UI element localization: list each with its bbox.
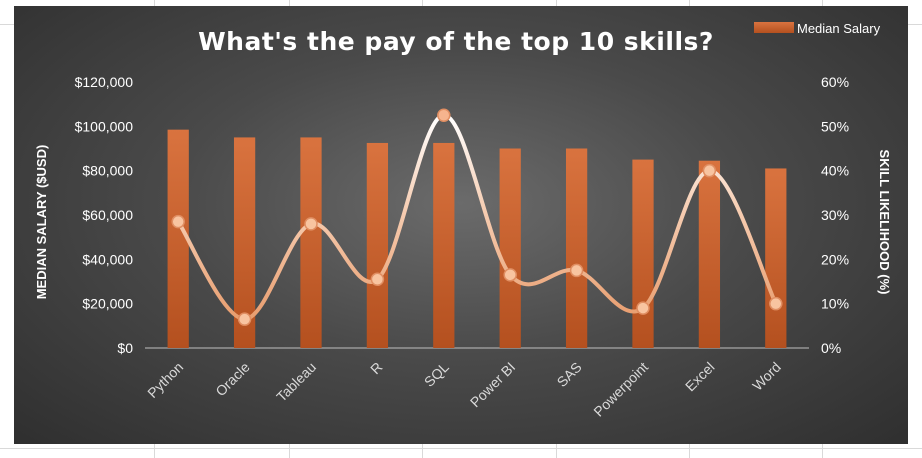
y2-tick-label: 0% xyxy=(821,340,841,356)
bar[interactable] xyxy=(167,129,189,348)
y-tick-label: $120,000 xyxy=(75,74,134,90)
x-category-label: SAS xyxy=(554,359,585,390)
y-tick-label: $0 xyxy=(117,340,133,356)
line-marker[interactable] xyxy=(304,217,318,231)
y-axis-label: MEDIAN SALARY ($USD) xyxy=(34,145,49,300)
y-tick-label: $20,000 xyxy=(82,296,133,312)
line-marker[interactable] xyxy=(503,268,517,282)
legend[interactable]: Median Salary xyxy=(754,21,881,36)
x-category-label: Power BI xyxy=(467,359,518,410)
bar-series xyxy=(167,129,787,349)
x-category-label: Powerpoint xyxy=(590,359,651,420)
bar[interactable] xyxy=(366,142,389,348)
bar[interactable] xyxy=(565,148,588,349)
chart-title: What's the pay of the top 10 skills? xyxy=(198,27,714,56)
x-category-label: Excel xyxy=(682,359,718,395)
x-axis-categories: Python Oracle Tableau R SQL Power BI SAS Powerp… xyxy=(144,359,784,420)
line-marker[interactable] xyxy=(370,272,385,287)
line-marker[interactable] xyxy=(769,296,783,311)
y-axis-ticks: $0 $20,000 $40,000 $60,000 $80,000 $100,000 $1… xyxy=(75,74,134,356)
bar[interactable] xyxy=(499,148,521,349)
line-marker[interactable] xyxy=(702,163,717,178)
y2-tick-label: 30% xyxy=(821,207,849,223)
y2-tick-label: 10% xyxy=(821,296,849,312)
y2-axis-ticks: 0% 10% 20% 30% 40% 50% 60% xyxy=(821,74,849,356)
legend-label: Median Salary xyxy=(797,21,881,36)
bar[interactable] xyxy=(300,137,322,348)
bar[interactable] xyxy=(632,159,654,348)
bar[interactable] xyxy=(698,160,721,348)
y-tick-label: $80,000 xyxy=(82,163,133,179)
x-category-label: Python xyxy=(144,359,186,401)
y-tick-label: $100,000 xyxy=(75,118,134,134)
bar[interactable] xyxy=(433,142,455,348)
bar[interactable] xyxy=(233,137,256,348)
x-category-label: Word xyxy=(749,359,784,394)
x-category-label: SQL xyxy=(421,359,452,390)
y2-tick-label: 20% xyxy=(821,251,849,267)
line-marker[interactable] xyxy=(437,108,451,122)
line-marker[interactable] xyxy=(636,301,650,315)
y2-axis-label: SKILL LIKELIHOOD (%) xyxy=(877,150,892,295)
x-category-label: Tableau xyxy=(273,359,319,405)
line-marker[interactable] xyxy=(569,263,584,278)
y-tick-label: $40,000 xyxy=(82,251,133,267)
line-markers xyxy=(171,108,783,326)
line-marker[interactable] xyxy=(237,312,252,326)
bar[interactable] xyxy=(765,168,787,348)
x-category-label: Oracle xyxy=(212,359,253,400)
y2-tick-label: 60% xyxy=(821,74,849,90)
y-tick-label: $60,000 xyxy=(82,207,133,223)
x-category-label: R xyxy=(367,359,385,377)
chart-area[interactable]: What's the pay of the top 10 skills? Med… xyxy=(14,6,908,444)
likelihood-line xyxy=(176,113,778,322)
y2-tick-label: 40% xyxy=(821,163,849,179)
y2-tick-label: 50% xyxy=(821,118,849,134)
combo-chart: What's the pay of the top 10 skills? Med… xyxy=(34,21,892,420)
line-marker[interactable] xyxy=(171,214,185,229)
legend-swatch xyxy=(754,22,794,33)
